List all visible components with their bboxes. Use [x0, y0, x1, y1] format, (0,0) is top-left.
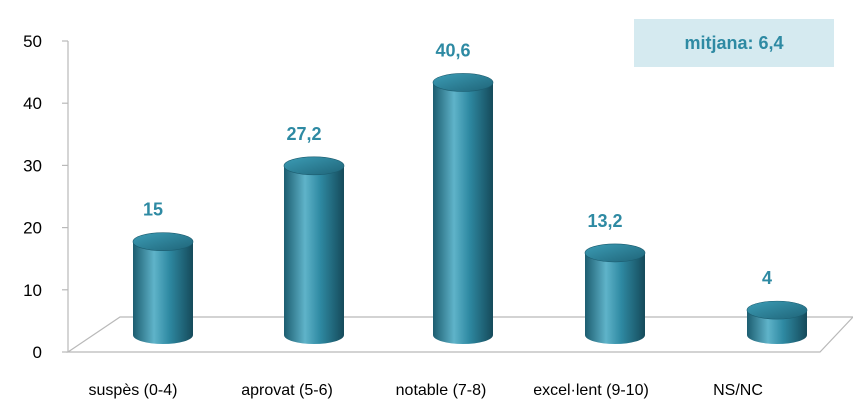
bar-cap [584, 243, 646, 263]
mean-annotation-box: mitjana: 6,4 [634, 19, 834, 67]
category-label: aprovat (5-6) [241, 382, 333, 399]
bar [584, 243, 646, 344]
bar-body [585, 252, 645, 344]
y-tick-label: 20 [23, 219, 42, 238]
bar-body [284, 165, 344, 344]
mean-annotation-text: mitjana: 6,4 [684, 32, 784, 53]
y-tick-label: 10 [23, 281, 42, 300]
y-tick-label: 50 [23, 32, 42, 51]
value-label: 27,2 [286, 124, 321, 144]
bar-body [433, 82, 493, 344]
bar-cap [432, 73, 494, 92]
y-tick-label: 30 [23, 156, 42, 175]
bar [432, 73, 494, 344]
category-label: notable (7-8) [396, 382, 487, 399]
chart-floor [66, 316, 853, 353]
category-label: suspès (0-4) [89, 382, 178, 399]
bar-cap [283, 156, 345, 176]
bar-cap [746, 300, 808, 320]
bar-body [133, 241, 193, 344]
bar [746, 300, 808, 344]
bar-cap [132, 232, 194, 251]
bar [132, 232, 194, 344]
value-label: 40,6 [435, 40, 470, 60]
category-label: NS/NC [713, 382, 763, 399]
bar-body [747, 310, 807, 344]
value-label: 13,2 [587, 211, 622, 231]
bar [283, 156, 345, 344]
value-label: 4 [762, 268, 772, 288]
y-tick-label: 0 [33, 343, 42, 362]
value-label: 15 [143, 200, 163, 220]
y-tick-label: 40 [23, 94, 42, 113]
category-label: excel·lent (9-10) [533, 382, 649, 399]
